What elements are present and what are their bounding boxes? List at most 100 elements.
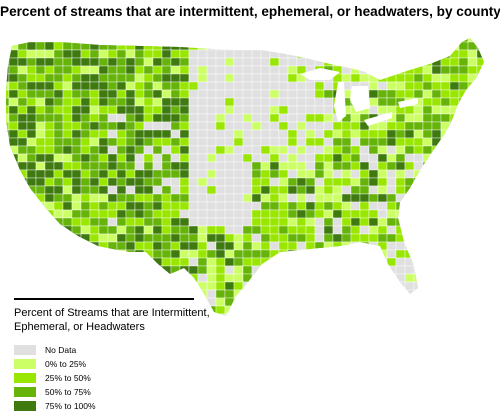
county-tile xyxy=(17,57,28,67)
county-tile xyxy=(125,145,136,155)
county-tile xyxy=(476,281,484,291)
county-tile xyxy=(440,49,451,59)
county-tile xyxy=(152,217,163,227)
county-tile xyxy=(368,49,379,59)
county-tile xyxy=(44,161,55,171)
county-tile xyxy=(17,81,28,91)
county-tile xyxy=(269,145,280,155)
county-tile xyxy=(152,233,163,243)
county-tile xyxy=(35,241,46,251)
county-tile xyxy=(152,273,163,283)
county-tile xyxy=(341,217,352,227)
county-tile xyxy=(215,177,226,187)
county-tile xyxy=(467,113,478,123)
county-tile xyxy=(413,201,424,211)
county-tile xyxy=(215,241,226,251)
county-tile xyxy=(305,289,316,299)
county-tile xyxy=(287,38,298,43)
county-tile xyxy=(368,89,379,99)
county-tile xyxy=(62,233,73,243)
county-tile xyxy=(17,49,28,59)
county-tile xyxy=(386,65,397,75)
county-tile xyxy=(377,177,388,187)
county-tile xyxy=(143,241,154,251)
county-tile xyxy=(431,145,442,155)
county-tile xyxy=(278,113,289,123)
county-tile xyxy=(215,153,226,163)
county-tile xyxy=(260,177,271,187)
county-tile xyxy=(422,273,433,283)
county-tile xyxy=(98,153,109,163)
county-tile xyxy=(323,145,334,155)
county-tile xyxy=(197,241,208,251)
county-tile xyxy=(170,81,181,91)
county-tile xyxy=(107,257,118,267)
county-tile xyxy=(143,137,154,147)
county-tile xyxy=(476,273,484,283)
county-tile xyxy=(287,209,298,219)
county-tile xyxy=(287,89,298,99)
county-tile xyxy=(53,209,64,219)
county-tile xyxy=(251,105,262,115)
county-tile xyxy=(98,177,109,187)
county-tile xyxy=(251,169,262,179)
county-tile xyxy=(458,121,469,131)
county-tile xyxy=(413,105,424,115)
county-tile xyxy=(251,121,262,131)
county-tile xyxy=(44,129,55,139)
county-tile xyxy=(134,289,145,299)
county-tile xyxy=(116,113,127,123)
county-tile xyxy=(80,209,91,219)
county-tile xyxy=(44,97,55,107)
county-tile xyxy=(251,257,262,267)
county-tile xyxy=(440,97,451,107)
county-tile xyxy=(206,225,217,235)
county-tile xyxy=(197,41,208,51)
county-tile xyxy=(458,201,469,211)
county-tile xyxy=(179,121,190,131)
county-tile xyxy=(206,217,217,227)
county-tile xyxy=(107,201,118,211)
county-tile xyxy=(170,153,181,163)
county-tile xyxy=(161,169,172,179)
county-tile xyxy=(242,38,253,43)
county-tile xyxy=(35,41,46,51)
county-tile xyxy=(278,305,289,315)
county-tile xyxy=(6,249,10,259)
county-tile xyxy=(224,241,235,251)
county-tile xyxy=(332,153,343,163)
county-tile xyxy=(486,130,495,138)
county-tile xyxy=(278,177,289,187)
county-tile xyxy=(377,38,388,43)
county-tile xyxy=(287,193,298,203)
county-tile xyxy=(44,38,55,43)
county-tile xyxy=(116,233,127,243)
county-tile xyxy=(486,170,495,178)
county-tile xyxy=(26,241,37,251)
county-tile xyxy=(251,249,262,259)
county-tile xyxy=(188,265,199,275)
county-tile xyxy=(17,249,28,259)
county-tile xyxy=(422,137,433,147)
county-tile xyxy=(35,217,46,227)
county-tile xyxy=(80,129,91,139)
county-tile xyxy=(224,89,235,99)
county-tile xyxy=(422,145,433,155)
county-tile xyxy=(486,258,495,266)
county-tile xyxy=(287,65,298,75)
county-tile xyxy=(233,233,244,243)
county-tile xyxy=(359,289,370,299)
county-tile xyxy=(107,121,118,131)
county-tile xyxy=(422,257,433,267)
county-tile xyxy=(332,265,343,275)
county-tile xyxy=(242,289,253,299)
county-tile xyxy=(242,89,253,99)
county-tile xyxy=(80,201,91,211)
county-tile xyxy=(188,41,199,51)
county-tile xyxy=(341,185,352,195)
county-tile xyxy=(233,121,244,131)
county-tile xyxy=(314,177,325,187)
county-tile xyxy=(44,169,55,179)
county-tile xyxy=(377,249,388,259)
county-tile xyxy=(287,177,298,187)
